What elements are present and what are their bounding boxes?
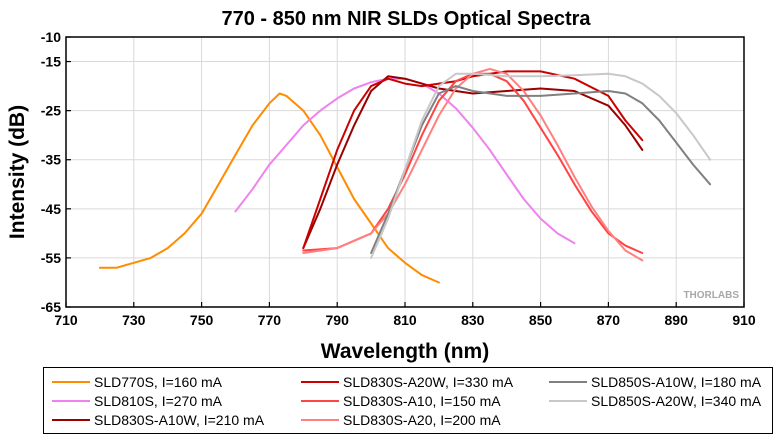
x-tick-label: 750 (190, 312, 214, 328)
x-tick-label: 850 (529, 312, 553, 328)
legend-item: SLD830S-A20, I=200 mA (301, 411, 501, 429)
x-tick-label: 710 (54, 312, 78, 328)
legend-item: SLD830S-A10W, I=210 mA (52, 411, 264, 429)
y-tick-label: -15 (41, 54, 61, 70)
legend-item: SLD830S-A20W, I=330 mA (301, 373, 513, 391)
x-axis-ticks: 710 730 750 770 790 810 830 850 870 890 910 (54, 302, 756, 328)
y-tick-label: -25 (41, 103, 61, 119)
legend-label: SLD810S, I=270 mA (94, 393, 223, 409)
series-line (302, 75, 644, 250)
y-tick-label: -55 (41, 250, 61, 266)
legend-swatch (301, 419, 339, 421)
legend-item: SLD810S, I=270 mA (52, 392, 222, 410)
legend-swatch (549, 400, 587, 402)
x-tick-label: 910 (732, 312, 756, 328)
legend-swatch (52, 419, 90, 421)
y-tick-label: -10 (41, 29, 61, 45)
legend-item: SLD850S-A10W, I=180 mA (549, 373, 761, 391)
y-axis-label: Intensity (dB) (6, 105, 29, 239)
legend-swatch (301, 381, 339, 383)
series-line (302, 70, 644, 250)
legend-label: SLD830S-A20W, I=330 mA (343, 374, 514, 390)
x-tick-label: 810 (393, 312, 417, 328)
y-tick-label: -45 (41, 201, 61, 217)
legend-label: SLD850S-A20W, I=340 mA (591, 393, 762, 409)
legend-label: SLD830S-A10W, I=210 mA (94, 412, 265, 428)
legend-label: SLD830S-A20, I=200 mA (343, 412, 501, 428)
legend-swatch (301, 400, 339, 402)
x-tick-label: 890 (665, 312, 689, 328)
x-tick-label: 830 (461, 312, 485, 328)
legend-swatch (52, 381, 90, 383)
legend-item: SLD770S, I=160 mA (52, 373, 222, 391)
y-tick-label: -65 (41, 299, 61, 315)
x-tick-label: 730 (122, 312, 146, 328)
legend-item: SLD830S-A10, I=150 mA (301, 392, 501, 410)
chart-title: 770 - 850 nm NIR SLDs Optical Spectra (221, 8, 591, 30)
x-tick-label: 870 (597, 312, 621, 328)
watermark-logo: THORLABS (683, 290, 739, 301)
grid-lines (66, 37, 744, 307)
series-line (370, 85, 712, 254)
x-tick-label: 770 (258, 312, 282, 328)
y-axis-ticks: -10 -15 -25 -35 -45 -55 -65 (41, 29, 71, 315)
legend-label: SLD770S, I=160 mA (94, 374, 223, 390)
x-tick-label: 790 (326, 312, 350, 328)
legend-swatch (549, 381, 587, 383)
chart-legend: SLD770S, I=160 mA SLD810S, I=270 mA SLD830… (43, 367, 773, 434)
x-axis-label: Wavelength (nm) (321, 340, 489, 363)
legend-label: SLD830S-A10, I=150 mA (343, 393, 501, 409)
y-tick-label: -35 (41, 152, 61, 168)
series-lines (98, 67, 712, 284)
series-line (370, 72, 712, 259)
legend-item: SLD850S-A20W, I=340 mA (549, 392, 761, 410)
legend-label: SLD850S-A10W, I=180 mA (591, 374, 762, 390)
legend-swatch (52, 400, 90, 402)
series-line (302, 72, 644, 254)
